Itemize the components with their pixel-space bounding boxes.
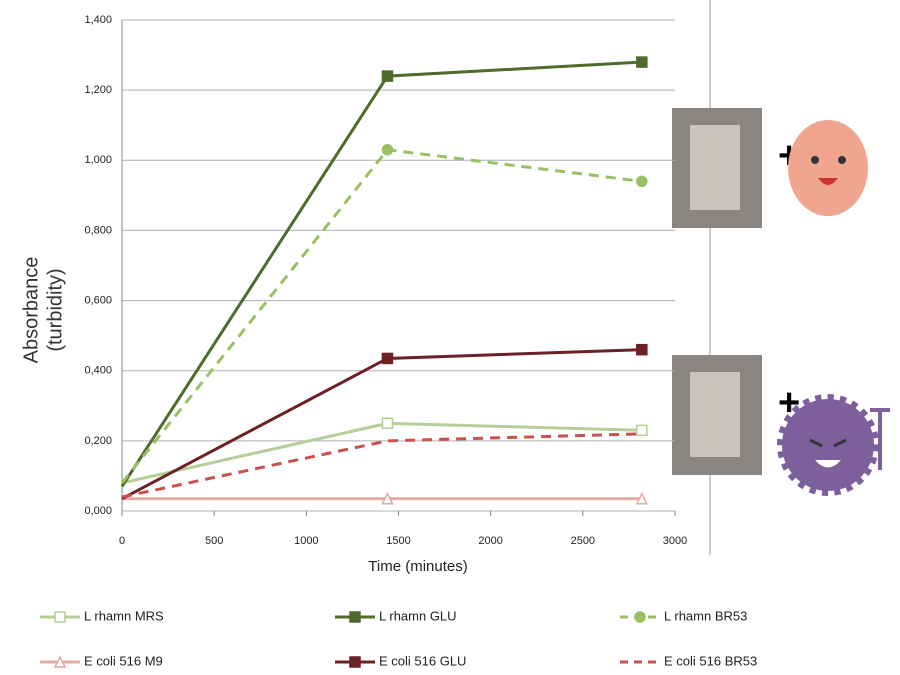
cartoon-good — [788, 120, 868, 216]
marker — [637, 345, 647, 355]
marker — [382, 353, 392, 363]
y-tick-label: 0,200 — [84, 435, 112, 447]
x-tick-label: 500 — [205, 535, 223, 547]
illustrations: + + — [672, 0, 890, 555]
y-tick-label: 0,600 — [84, 294, 112, 306]
x-tick-label: 2000 — [478, 535, 502, 547]
y-tick-label: 1,200 — [84, 84, 112, 96]
marker — [350, 612, 360, 622]
cartoon-bad — [782, 399, 874, 491]
legend-label: E coli 516 BR53 — [664, 653, 757, 668]
legend-label: L rhamn GLU — [379, 608, 457, 623]
photo-detail — [690, 372, 740, 457]
x-tick-label: 3000 — [663, 535, 687, 547]
marker — [382, 71, 392, 81]
x-tick-label: 1000 — [294, 535, 318, 547]
legend-label: L rhamn MRS — [84, 608, 164, 623]
y-tick-label: 0,800 — [84, 224, 112, 236]
series-line — [122, 423, 642, 483]
marker — [637, 176, 647, 186]
x-axis-title: Time (minutes) — [368, 558, 467, 575]
y-tick-label: 1,400 — [84, 14, 112, 26]
marker — [350, 657, 360, 667]
photo-detail — [690, 125, 740, 210]
marker — [635, 612, 645, 622]
y-tick-label: 1,000 — [84, 154, 112, 166]
y-axis-title: Absorbance — [20, 257, 42, 364]
marker — [637, 57, 647, 67]
y-tick-label: 0,000 — [84, 505, 112, 517]
x-tick-label: 2500 — [571, 535, 595, 547]
legend-label: E coli 516 GLU — [379, 653, 466, 668]
marker — [382, 418, 392, 428]
legend-label: E coli 516 M9 — [84, 653, 163, 668]
x-tick-label: 0 — [119, 535, 125, 547]
x-tick-label: 1500 — [386, 535, 410, 547]
y-tick-label: 0,400 — [84, 365, 112, 377]
eye — [838, 156, 846, 164]
chart: + + Time (minutes) Absorbance (turbidity… — [0, 0, 900, 675]
y-axis-title: (turbidity) — [44, 268, 66, 351]
legend-label: L rhamn BR53 — [664, 608, 747, 623]
series-line — [122, 150, 642, 483]
marker — [637, 425, 647, 435]
marker — [382, 145, 392, 155]
marker — [55, 612, 65, 622]
eye — [811, 156, 819, 164]
